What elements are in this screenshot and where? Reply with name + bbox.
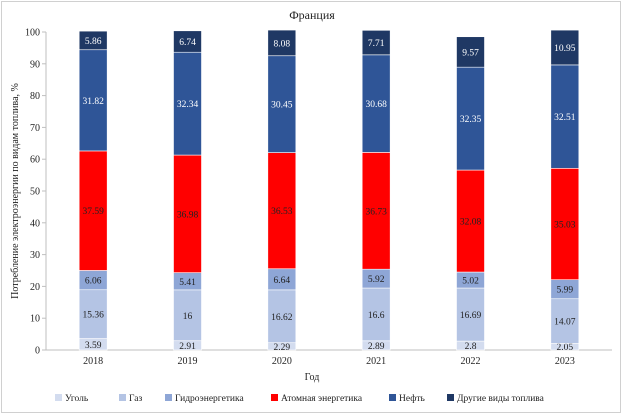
bar-segment bbox=[550, 298, 580, 344]
y-tick-label: 30 bbox=[30, 250, 40, 261]
data-label: 32.35 bbox=[460, 115, 482, 125]
bar-segment bbox=[78, 150, 108, 271]
data-label: 3.59 bbox=[85, 341, 102, 351]
x-tick-label: 2018 bbox=[83, 356, 103, 367]
bar-segment bbox=[361, 287, 391, 342]
bar-segment bbox=[550, 29, 580, 66]
data-label: 36.98 bbox=[177, 210, 199, 220]
y-tick-label: 100 bbox=[25, 28, 40, 39]
legend-label: Нефть bbox=[399, 393, 426, 404]
data-label: 7.71 bbox=[368, 39, 385, 49]
data-label: 16.6 bbox=[368, 311, 385, 321]
chart-title: Франция bbox=[289, 8, 335, 22]
data-label: 5.41 bbox=[179, 278, 196, 288]
data-label: 31.82 bbox=[82, 97, 104, 107]
data-label: 2.91 bbox=[179, 342, 196, 352]
data-label: 2.05 bbox=[557, 343, 574, 353]
bar-segment bbox=[78, 30, 108, 51]
legend-label: Уголь bbox=[65, 394, 89, 404]
data-label: 30.45 bbox=[271, 101, 293, 111]
bar-segment bbox=[173, 289, 202, 342]
x-tick-label: 2019 bbox=[178, 356, 198, 367]
y-tick-label: 20 bbox=[30, 282, 40, 293]
data-label: 5.99 bbox=[557, 286, 574, 296]
y-tick-label: 10 bbox=[30, 314, 40, 325]
y-tick-label: 70 bbox=[30, 123, 40, 134]
data-label: 16.69 bbox=[460, 311, 482, 321]
bar-segment bbox=[456, 287, 485, 342]
bar-segment bbox=[550, 167, 580, 280]
legend-swatch bbox=[55, 394, 62, 401]
legend-swatch bbox=[271, 394, 278, 401]
data-label: 32.34 bbox=[177, 100, 199, 110]
y-tick-label: 60 bbox=[30, 155, 40, 166]
bar-segment bbox=[550, 64, 580, 169]
data-label: 14.07 bbox=[554, 318, 576, 328]
data-label: 2.89 bbox=[368, 342, 385, 352]
data-label: 5.92 bbox=[368, 275, 385, 285]
bar-segment bbox=[267, 29, 297, 57]
bar-segment bbox=[173, 154, 202, 273]
legend: Уголь Газ Гидроэнергетика Атомная энергетик… bbox=[55, 393, 545, 404]
data-label: 5.02 bbox=[462, 277, 479, 287]
legend-swatch bbox=[119, 394, 126, 401]
x-tick-label: 2021 bbox=[366, 356, 386, 367]
legend-label: Газ bbox=[129, 394, 142, 404]
x-tick-label: 2022 bbox=[461, 356, 481, 367]
data-label: 36.73 bbox=[365, 207, 387, 217]
data-label: 32.51 bbox=[554, 113, 576, 123]
legend-swatch bbox=[165, 394, 172, 401]
x-tick-label: 2023 bbox=[555, 356, 575, 367]
bar-segment bbox=[173, 51, 202, 156]
data-label: 8.08 bbox=[274, 39, 291, 49]
data-label: 6.64 bbox=[274, 276, 291, 286]
data-label: 10.95 bbox=[554, 44, 576, 54]
x-axis-title: Год bbox=[305, 372, 320, 383]
legend-label: Гидроэнергетика bbox=[175, 394, 244, 404]
data-label: 35.03 bbox=[554, 220, 576, 230]
data-label: 16 bbox=[183, 312, 193, 322]
y-axis-title: Потребление электроэнергии по видам топл… bbox=[10, 83, 21, 299]
data-label: 16.62 bbox=[271, 313, 293, 323]
legend-swatch bbox=[447, 394, 454, 401]
legend-label: Другие виды топлива bbox=[457, 394, 545, 404]
bar-segment bbox=[267, 152, 297, 270]
y-tick-label: 80 bbox=[30, 91, 40, 102]
data-label: 37.59 bbox=[82, 207, 104, 217]
data-label: 2.8 bbox=[465, 342, 477, 352]
bar-segment bbox=[173, 30, 202, 53]
bar-segment bbox=[361, 30, 391, 56]
bar-segment bbox=[456, 36, 485, 68]
bar-segment bbox=[361, 54, 391, 153]
y-tick-label: 0 bbox=[35, 346, 40, 357]
data-label: 36.53 bbox=[271, 207, 293, 217]
data-label: 5.86 bbox=[85, 37, 102, 47]
legend-label: Атомная энергетика bbox=[281, 394, 363, 404]
bar-segment bbox=[456, 66, 485, 171]
y-tick-label: 50 bbox=[30, 187, 40, 198]
data-label: 32.08 bbox=[460, 218, 482, 228]
data-label: 15.36 bbox=[82, 311, 104, 321]
x-tick-label: 2020 bbox=[272, 356, 292, 367]
y-tick-label: 40 bbox=[30, 218, 40, 229]
legend-swatch bbox=[389, 394, 396, 401]
data-label: 2.29 bbox=[274, 343, 291, 353]
y-tick-label: 90 bbox=[30, 59, 40, 70]
bar-segment bbox=[78, 49, 108, 152]
data-label: 6.06 bbox=[85, 277, 102, 287]
plot-area: 0 10 20 30 40 50 60 70 80 90 100 2018 3.59 15.36 6.06 3… bbox=[25, 28, 612, 367]
data-label: 9.57 bbox=[462, 48, 479, 58]
data-label: 30.68 bbox=[365, 100, 387, 110]
bar-segment bbox=[456, 169, 485, 273]
bar-segment bbox=[267, 55, 297, 153]
data-label: 6.74 bbox=[179, 38, 196, 48]
